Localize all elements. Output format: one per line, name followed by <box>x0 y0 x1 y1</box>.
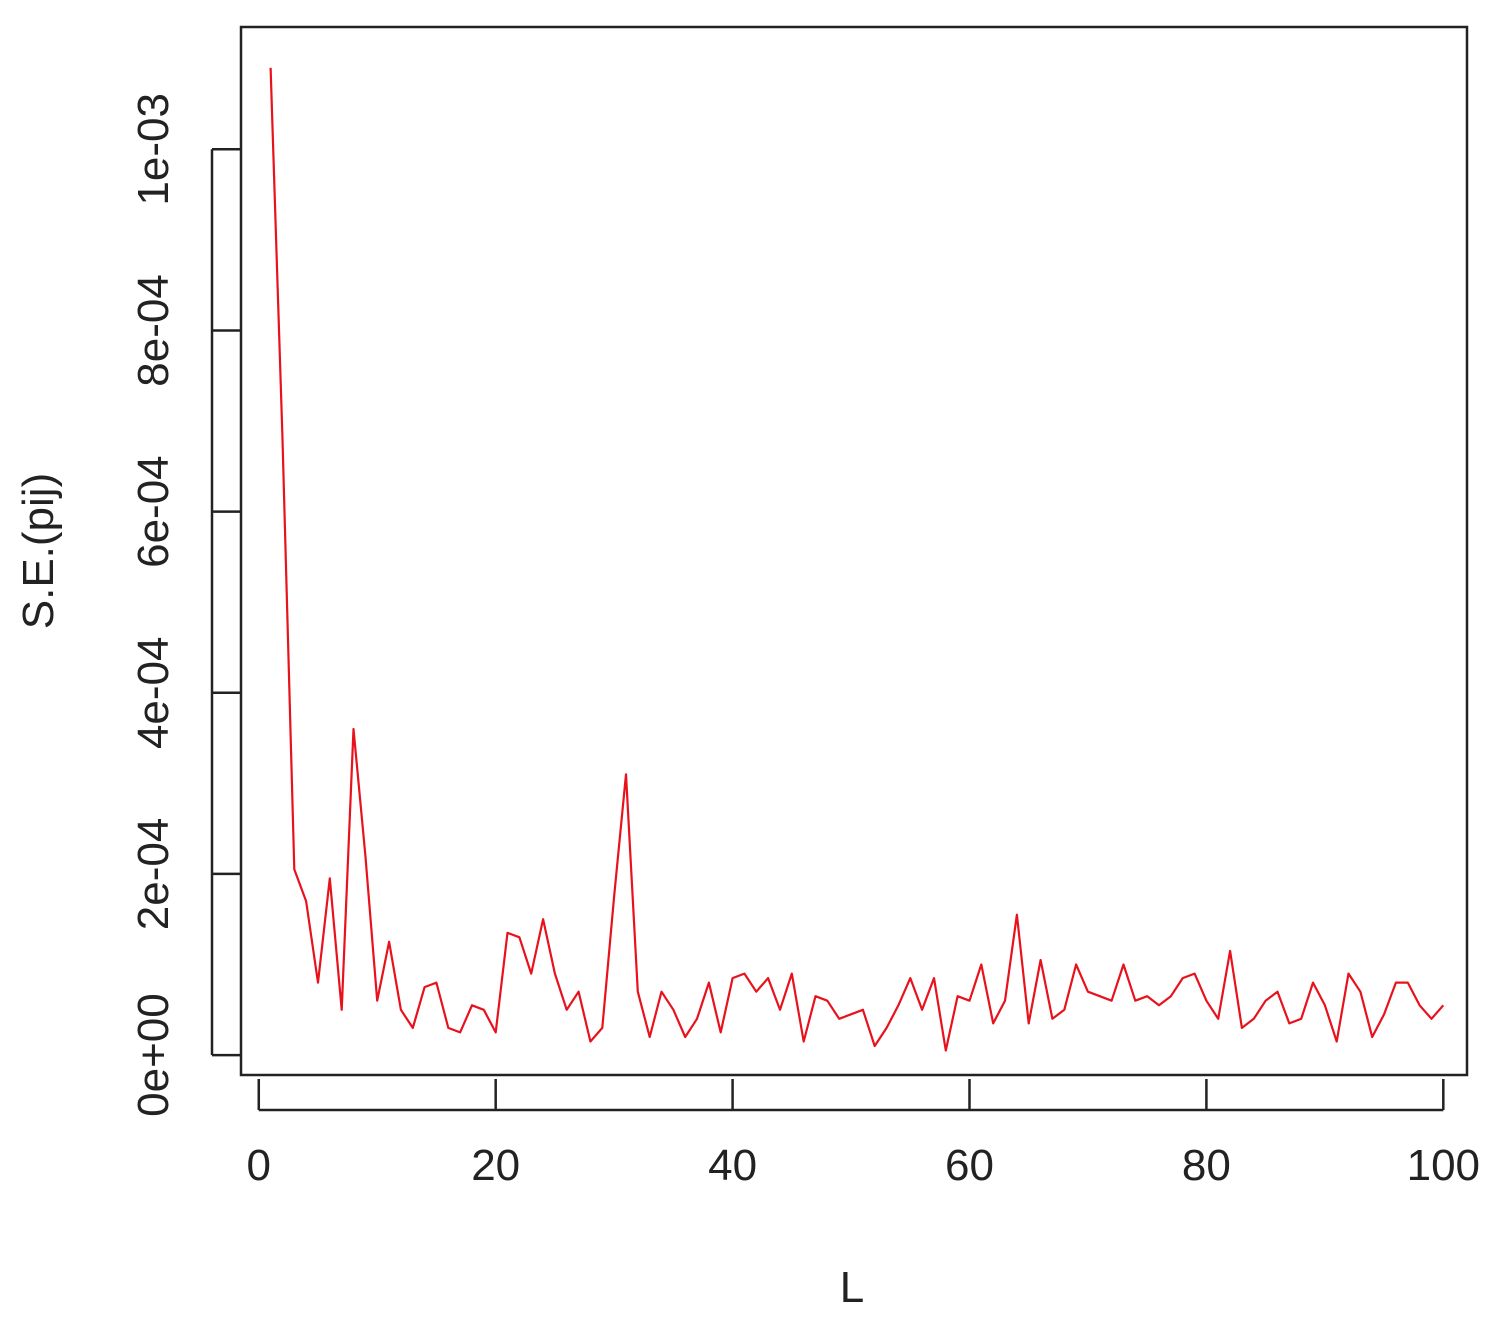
x-axis: 0 20 40 60 80 100 <box>247 1079 1480 1190</box>
plot-frame <box>239 25 1469 1077</box>
y-tick-label: 8e-04 <box>129 274 178 387</box>
x-tick-label: 100 <box>1407 1141 1480 1190</box>
x-tick-label: 40 <box>708 1141 757 1190</box>
series-line <box>269 67 1445 1052</box>
x-tick-label: 20 <box>471 1141 520 1190</box>
y-tick-label: 2e-04 <box>129 818 178 931</box>
y-tick-label: 4e-04 <box>129 636 178 749</box>
y-axis: 0e+00 2e-04 4e-04 6e-04 8e-04 1e-03 <box>129 93 241 1117</box>
y-tick-label: 6e-04 <box>129 455 178 568</box>
x-axis-title: L <box>840 1263 864 1312</box>
y-axis-title: S.E.(pij) <box>14 473 63 629</box>
y-tick-label: 1e-03 <box>129 93 178 206</box>
x-tick-label: 60 <box>945 1141 994 1190</box>
x-tick-label: 0 <box>247 1141 271 1190</box>
y-tick-label: 0e+00 <box>129 993 178 1117</box>
x-tick-label: 80 <box>1182 1141 1231 1190</box>
